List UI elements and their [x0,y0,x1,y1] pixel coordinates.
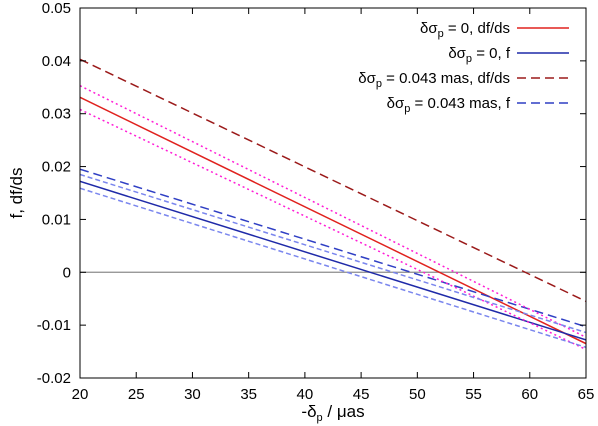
y-tick-label: 0.05 [42,0,71,17]
plot-frame [79,7,587,379]
y-tick-label: -0.01 [37,317,71,334]
y-tick-label: 0.01 [42,211,71,228]
series-line-3 [80,58,586,303]
x-tick-label: 30 [184,386,201,403]
x-tick-label: 55 [465,386,482,403]
series-line-1 [80,96,586,345]
band-line-7 [80,173,586,334]
x-tick-label: 45 [353,386,370,403]
x-tick-label: 35 [240,386,257,403]
band-line-8 [80,187,586,349]
y-tick-label: 0 [63,264,71,281]
band-line-5 [80,85,586,338]
legend-label: δσp = 0, df/ds [420,20,510,40]
y-tick-label: 0.04 [42,53,71,70]
x-tick-label: 65 [578,386,595,403]
y-axis-title: f, df/ds [7,167,26,218]
x-tick-label: 50 [409,386,426,403]
y-tick-label: 0.02 [42,159,71,176]
y-tick-label: -0.02 [37,370,71,387]
series-line-4 [80,168,586,328]
x-tick-label: 20 [72,386,89,403]
x-axis-title: -δp / μas [301,402,364,424]
series-line-2 [80,180,586,341]
band-line-6 [80,108,586,351]
legend-label: δσp = 0.043 mas, f [387,95,511,115]
legend-label: δσp = 0.043 mas, df/ds [358,70,510,90]
legend-label: δσp = 0, f [448,45,511,65]
x-tick-label: 60 [521,386,538,403]
x-tick-label: 25 [128,386,145,403]
x-tick-label: 40 [297,386,314,403]
y-tick-label: 0.03 [42,106,71,123]
legend: δσp = 0, df/ds δσp = 0, f δσp = 0.043 mas,… [358,20,569,115]
